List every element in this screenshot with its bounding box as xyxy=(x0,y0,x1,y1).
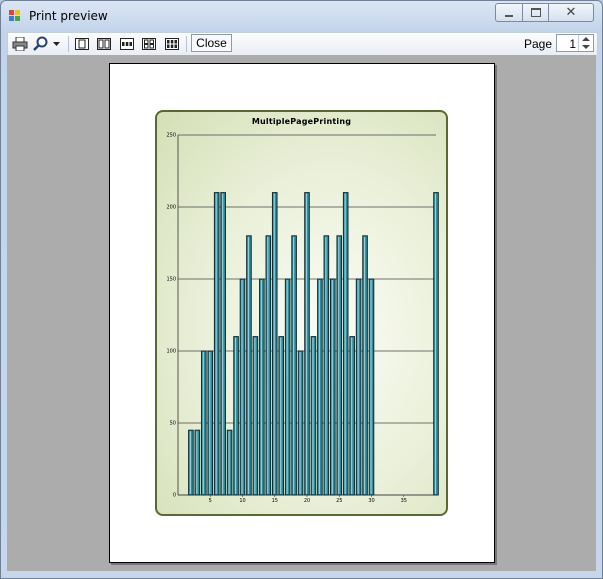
bar-highlight xyxy=(331,280,333,494)
bar-highlight xyxy=(357,280,359,494)
bar-highlight xyxy=(299,352,301,494)
bar-highlight xyxy=(196,431,198,494)
six-pages-icon xyxy=(165,37,179,50)
close-x-icon: ✕ xyxy=(565,5,577,20)
bar-highlight xyxy=(267,236,269,495)
restore-button[interactable] xyxy=(523,3,549,22)
title-bar[interactable]: Print preview ✕ xyxy=(1,1,602,31)
chart-frame: MultiplePagePrinting 0 50 100 150 200 250 5 10 1… xyxy=(155,110,448,516)
x-tick-label: 20 xyxy=(304,498,310,504)
preview-area[interactable]: MultiplePagePrinting 0 50 100 150 200 250 5 10 1… xyxy=(7,55,596,571)
x-tick-label: 35 xyxy=(401,498,407,504)
bar-highlight xyxy=(305,193,308,494)
preview-toolbar: Close Page 1 xyxy=(7,32,598,56)
y-tick-label: 50 xyxy=(170,421,176,427)
spin-up-icon[interactable] xyxy=(582,37,590,41)
printer-icon xyxy=(12,36,28,51)
chevron-down-icon xyxy=(53,41,60,46)
bar-highlight xyxy=(344,193,346,494)
bar-highlight xyxy=(234,337,237,494)
bar-chart: 0 50 100 150 200 250 5 10 15 20 25 30 35 xyxy=(166,133,439,504)
bar-highlight xyxy=(363,236,366,495)
bar-highlight xyxy=(318,280,320,494)
spin-down-icon[interactable] xyxy=(582,45,590,49)
bar-highlight xyxy=(338,236,340,495)
y-tick-label: 200 xyxy=(166,205,176,211)
chart-title: MultiplePagePrinting xyxy=(251,117,352,126)
x-tick-label: 15 xyxy=(272,498,278,504)
y-tick-label: 100 xyxy=(166,349,176,355)
magnifier-zoom-icon xyxy=(33,36,48,51)
y-tick-label: 150 xyxy=(166,277,176,283)
four-pages-icon xyxy=(142,37,156,50)
bar-highlight xyxy=(209,352,211,494)
bar-highlight xyxy=(202,352,204,494)
window-title: Print preview xyxy=(29,9,108,23)
print-preview-app-icon xyxy=(9,10,20,21)
bar-highlight xyxy=(222,193,224,494)
one-page-icon xyxy=(75,37,89,50)
six-pages-button[interactable] xyxy=(163,35,181,52)
bar-highlight xyxy=(293,236,295,495)
bar-highlight xyxy=(273,193,275,494)
close-preview-button[interactable]: Close xyxy=(191,34,232,52)
x-tick-label: 25 xyxy=(336,498,342,504)
two-pages-icon xyxy=(97,37,111,50)
bar-highlight xyxy=(241,280,243,494)
bar-highlight xyxy=(286,280,288,494)
minimize-button[interactable] xyxy=(495,3,523,22)
bar-highlight xyxy=(189,431,191,494)
bar-highlight xyxy=(247,236,250,495)
three-pages-icon xyxy=(120,37,134,50)
bar-highlight xyxy=(312,337,314,494)
x-tick-label: 5 xyxy=(209,498,212,504)
page-number-stepper[interactable]: 1 xyxy=(556,34,594,52)
bar-highlight xyxy=(325,236,327,495)
preview-page: MultiplePagePrinting 0 50 100 150 200 250 5 10 1… xyxy=(109,63,495,563)
bar-highlight xyxy=(228,431,230,494)
bar-highlight xyxy=(351,337,353,494)
x-tick-label: 30 xyxy=(368,498,374,504)
restore-icon xyxy=(530,8,541,17)
close-window-button[interactable]: ✕ xyxy=(549,3,594,22)
three-pages-button[interactable] xyxy=(118,35,136,52)
x-tick-label: 10 xyxy=(239,498,245,504)
bar-highlight xyxy=(434,193,437,494)
toolbar-separator xyxy=(68,36,69,52)
page-number-value[interactable]: 1 xyxy=(569,37,576,51)
minimize-icon xyxy=(505,14,513,17)
y-tick-label: 0 xyxy=(173,493,176,499)
toolbar-separator xyxy=(186,36,187,52)
y-tick-label: 250 xyxy=(166,133,176,139)
bar-highlight xyxy=(215,193,217,494)
print-button[interactable] xyxy=(11,35,29,52)
page-label: Page xyxy=(524,37,553,51)
page-spinner[interactable] xyxy=(578,35,593,51)
four-pages-button[interactable] xyxy=(140,35,158,52)
bar-highlight xyxy=(280,337,282,494)
bar-highlight xyxy=(254,337,256,494)
two-pages-button[interactable] xyxy=(95,35,113,52)
bar-highlight xyxy=(260,280,262,494)
one-page-button[interactable] xyxy=(73,35,91,52)
bar-highlight xyxy=(370,280,372,494)
zoom-dropdown-button[interactable] xyxy=(32,35,62,52)
